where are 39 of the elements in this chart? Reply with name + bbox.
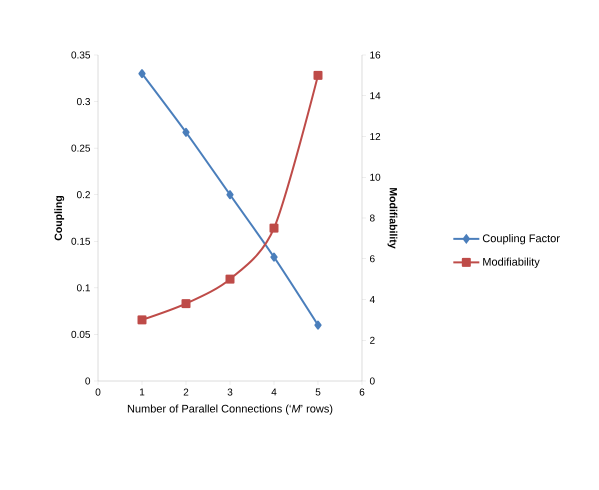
y2-tick-label: 10	[370, 174, 380, 181]
y-tick-label: 0.15	[71, 238, 90, 245]
point	[314, 70, 322, 80]
point	[270, 224, 278, 233]
point	[182, 128, 190, 137]
x-tick-label: 0	[96, 388, 100, 396]
y2-tick-label: 12	[370, 133, 380, 140]
y2-tick-label: 6	[370, 255, 375, 262]
point	[182, 299, 190, 308]
point	[314, 320, 322, 330]
y2-tick-label: 4	[370, 296, 375, 303]
y-tick-label: 0.05	[71, 330, 90, 338]
y-tick-label: 0.1	[76, 284, 90, 292]
x-tick-label: 4	[271, 388, 276, 396]
y-tick-label: 0.3	[76, 98, 90, 106]
legend-label: Modifiability	[483, 258, 540, 268]
x-axis-title: Number of Parallel Connections (‘M’ rows)	[128, 404, 332, 415]
point	[138, 69, 146, 78]
y-tick-label: 0.2	[76, 191, 90, 198]
point	[270, 252, 278, 262]
point	[138, 315, 146, 324]
y2-tick-label: 0	[370, 377, 375, 385]
point	[226, 190, 234, 200]
x-tick-label: 6	[360, 388, 364, 396]
x-tick-label: 3	[228, 388, 232, 396]
point	[226, 274, 234, 284]
x-tick-label: 2	[184, 388, 188, 396]
y2-tick-label: 14	[370, 92, 380, 100]
x-tick-label: 1	[140, 388, 144, 396]
x-tick-label: 5	[316, 388, 320, 396]
y-axis-title: Coupling	[54, 196, 64, 240]
legend-label: Coupling Factor	[482, 234, 560, 244]
y2-axis-title: Modifiability	[388, 188, 398, 249]
y2-tick-label: 8	[370, 214, 375, 222]
y-tick-label: 0.35	[71, 51, 90, 59]
y-tick-label: 0	[85, 377, 90, 385]
y2-tick-label: 2	[370, 336, 375, 344]
y2-tick-label: 16	[370, 51, 380, 59]
y-tick-label: 0.25	[71, 144, 90, 152]
